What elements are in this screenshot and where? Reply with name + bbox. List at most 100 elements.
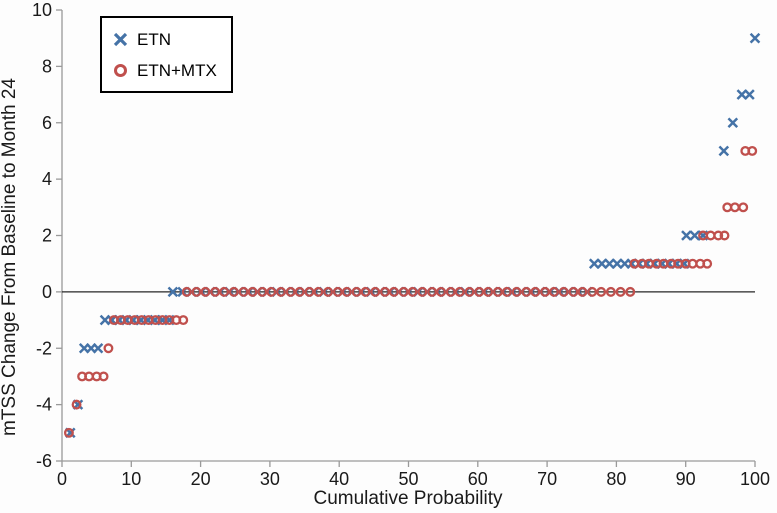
etn-mtx-marker bbox=[332, 286, 343, 297]
y-tick-label: 0 bbox=[42, 282, 52, 302]
y-tick-label: -6 bbox=[36, 451, 52, 471]
etn-mtx-marker bbox=[103, 343, 114, 354]
etn-marker bbox=[681, 230, 692, 241]
legend-label-etn: ETN bbox=[137, 29, 171, 49]
etn-mtx-marker bbox=[605, 286, 616, 297]
etn-mtx-marker bbox=[360, 286, 371, 297]
etn-mtx-marker bbox=[625, 286, 636, 297]
y-axis-title: mTSS Change From Baseline to Month 24 bbox=[0, 78, 20, 436]
etn-mtx-marker bbox=[615, 286, 626, 297]
etn-mtx-marker bbox=[729, 202, 740, 213]
etn-mtx-marker bbox=[228, 286, 239, 297]
etn-marker bbox=[689, 230, 700, 241]
etn-mtx-marker bbox=[351, 286, 362, 297]
etn-x-marker-icon bbox=[113, 32, 128, 46]
etn-mtx-marker bbox=[521, 286, 532, 297]
etn-marker bbox=[727, 117, 739, 129]
etn-mtx-marker bbox=[722, 202, 733, 213]
etn-mtx-marker bbox=[181, 286, 192, 297]
etn-mtx-marker bbox=[238, 286, 249, 297]
x-axis-title: Cumulative Probability bbox=[313, 488, 503, 509]
x-tick-label: 100 bbox=[740, 469, 770, 489]
etn-marker bbox=[744, 89, 755, 100]
etn-marker bbox=[718, 145, 730, 157]
x-tick-label: 20 bbox=[191, 469, 211, 489]
etn-mtx-marker bbox=[294, 286, 305, 297]
etn-mtx-marker bbox=[445, 286, 456, 297]
y-tick-label: 10 bbox=[32, 0, 52, 20]
etn-mtx-marker bbox=[702, 258, 713, 269]
etn-mtx-marker bbox=[98, 371, 109, 382]
markers-group bbox=[63, 32, 761, 439]
etn-mtx-marker bbox=[71, 399, 82, 410]
etn-mtx-marker bbox=[540, 286, 550, 297]
etn-mtx-marker bbox=[587, 286, 598, 297]
etn-mtx-marker bbox=[492, 286, 503, 297]
y-tick-label: 6 bbox=[42, 113, 52, 133]
legend: ETN ETN+MTX bbox=[100, 16, 233, 93]
etn-mtx-marker bbox=[687, 258, 698, 269]
etn-mtx-marker bbox=[266, 286, 277, 297]
y-tick-label: 4 bbox=[42, 169, 52, 189]
etn-mtx-marker bbox=[84, 371, 94, 382]
etn-mtx-marker bbox=[200, 286, 211, 297]
etn-mtx-marker bbox=[474, 286, 485, 297]
etn-marker bbox=[92, 342, 104, 354]
y-tick-label: -2 bbox=[36, 338, 52, 358]
etn-mtx-marker bbox=[596, 286, 607, 297]
etn-mtx-marker bbox=[191, 286, 202, 297]
etn-mtx-marker bbox=[285, 286, 296, 297]
etn-mtx-marker bbox=[304, 286, 315, 297]
etn-mtx-marker bbox=[398, 286, 409, 297]
etn-mtx-marker bbox=[370, 286, 381, 297]
etn-mtx-marker bbox=[501, 286, 512, 297]
etn-mtx-marker bbox=[483, 286, 494, 297]
etn-mtx-marker bbox=[436, 286, 447, 297]
etn-mtx-marker bbox=[63, 427, 74, 438]
x-tick-label: 70 bbox=[537, 469, 557, 489]
y-tick-label: 8 bbox=[42, 56, 52, 76]
etn-mtx-marker bbox=[407, 286, 418, 297]
x-tick-label: 60 bbox=[468, 469, 488, 489]
etn-mtx-marker bbox=[713, 230, 724, 241]
etn-mtx-marker bbox=[577, 286, 588, 297]
x-tick-label: 10 bbox=[121, 469, 141, 489]
etn-mtx-marker bbox=[417, 286, 428, 297]
etn-mtx-marker bbox=[341, 286, 352, 297]
x-tick-label: 50 bbox=[398, 469, 418, 489]
etn-mtx-marker bbox=[464, 286, 475, 297]
etn-mtx-marker bbox=[427, 286, 438, 297]
etn-mtx-marker bbox=[276, 286, 286, 297]
etn-mtx-marker bbox=[388, 286, 399, 297]
etn-mtx-marker bbox=[210, 286, 221, 297]
etn-mtx-marker bbox=[558, 286, 569, 297]
etn-mtx-circle-marker-icon bbox=[114, 63, 127, 77]
legend-item-etn-mtx: ETN+MTX bbox=[113, 58, 231, 82]
etn-mtx-marker bbox=[379, 286, 390, 297]
etn-marker bbox=[167, 286, 179, 298]
etn-mtx-marker bbox=[629, 258, 640, 269]
etn-mtx-marker bbox=[719, 230, 730, 241]
x-tick-label: 0 bbox=[57, 469, 67, 489]
etn-mtx-marker bbox=[530, 286, 541, 297]
etn-mtx-marker bbox=[219, 286, 230, 297]
y-tick-label: -4 bbox=[36, 395, 52, 415]
x-tick-label: 90 bbox=[676, 469, 696, 489]
etn-mtx-marker bbox=[738, 202, 749, 213]
y-tick-label: 2 bbox=[42, 226, 52, 246]
etn-marker bbox=[749, 32, 761, 44]
etn-mtx-marker bbox=[705, 230, 716, 241]
etn-mtx-marker bbox=[323, 286, 334, 297]
etn-mtx-marker bbox=[644, 258, 654, 269]
legend-label-etn-mtx: ETN+MTX bbox=[137, 60, 217, 80]
x-tick-label: 30 bbox=[260, 469, 280, 489]
etn-mtx-marker bbox=[178, 315, 189, 326]
etn-mtx-marker bbox=[511, 286, 522, 297]
etn-mtx-marker bbox=[747, 145, 758, 156]
legend-item-etn: ETN bbox=[113, 27, 231, 51]
etn-mtx-marker bbox=[257, 286, 268, 297]
etn-mtx-marker bbox=[313, 286, 324, 297]
